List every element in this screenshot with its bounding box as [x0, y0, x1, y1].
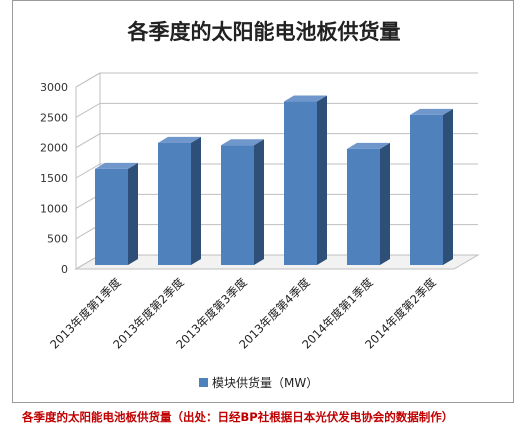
chart-frame: 各季度的太阳能电池板供货量 0 500 1000 1500 2000 2500 3000 20… — [12, 0, 514, 403]
chart-title: 各季度的太阳能电池板供货量 — [127, 20, 401, 44]
legend: 模块供货量（MW） — [199, 375, 318, 390]
bar-side — [317, 95, 327, 265]
gridline — [75, 133, 478, 149]
legend-label: 模块供货量（MW） — [212, 375, 318, 390]
bar-top — [221, 139, 264, 146]
bar-top — [347, 142, 390, 149]
bar-side — [380, 142, 390, 265]
legend-swatch — [199, 378, 208, 387]
gridline — [75, 102, 478, 118]
bar-side — [254, 139, 264, 265]
bar — [410, 114, 443, 265]
y-tick-label: 1500 — [40, 172, 68, 185]
bar-top — [410, 108, 453, 115]
bar-top — [284, 95, 327, 102]
bar — [95, 168, 128, 265]
y-tick-label: 1000 — [40, 202, 68, 215]
bar-side — [443, 108, 453, 265]
bar — [221, 145, 254, 265]
y-tick-label: 0 — [61, 263, 68, 276]
figure-caption: 各季度的太阳能电池板供货量（出处：日经BP社根据日本光伏发电协会的数据制作） — [22, 410, 454, 424]
bar — [284, 101, 317, 265]
bar-side — [128, 162, 138, 265]
bar-side — [191, 136, 201, 265]
y-tick-label: 500 — [47, 233, 68, 246]
bar — [347, 148, 380, 265]
y-tick-label: 2500 — [40, 111, 68, 124]
y-tick-label: 3000 — [40, 81, 68, 94]
bar-chart: 各季度的太阳能电池板供货量 05001000150020002500300020… — [40, 20, 480, 390]
bar-top — [158, 136, 201, 143]
gridline — [75, 72, 478, 88]
bar — [158, 142, 191, 265]
bar-top — [95, 162, 138, 169]
y-tick-label: 2000 — [40, 142, 68, 155]
